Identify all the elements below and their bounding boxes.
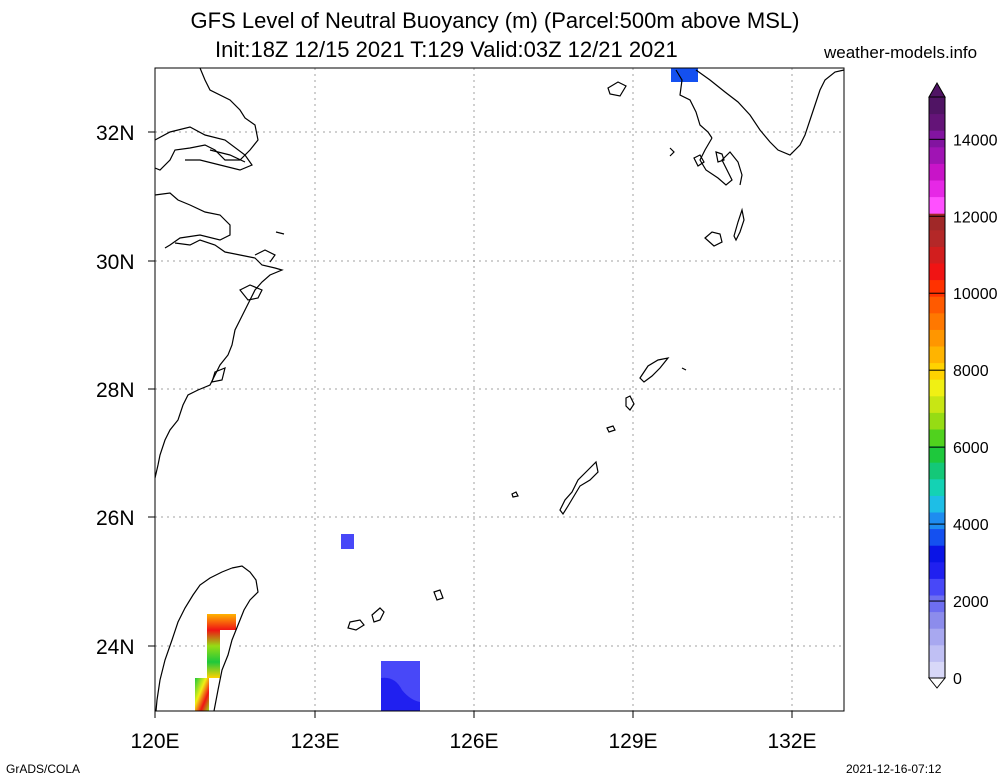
- footer-credit: GrADS/COLA: [6, 762, 81, 776]
- colorbar-segment: [929, 495, 945, 513]
- colorbar-label: 8000: [953, 363, 989, 380]
- lat-label-30n: 30N: [96, 251, 135, 274]
- colorbar-segment: [929, 113, 945, 131]
- colorbar-top-arrow: [928, 81, 946, 98]
- site-credit: weather-models.info: [824, 43, 978, 62]
- colorbar-label: 6000: [953, 440, 989, 457]
- lon-label-123e: 123E: [290, 730, 339, 753]
- colorbar-segment: [929, 362, 945, 380]
- colorbar-segment: [929, 346, 945, 364]
- lon-label-129e: 129E: [608, 730, 657, 753]
- colorbar-segment: [929, 246, 945, 264]
- colorbar-segment: [929, 130, 945, 148]
- colorbar-label: 12000: [953, 209, 998, 226]
- colorbar-segment: [929, 329, 945, 347]
- colorbar-segment: [929, 429, 945, 447]
- colorbar-segment: [929, 180, 945, 198]
- title-line-1: GFS Level of Neutral Buoyancy (m) (Parce…: [190, 8, 800, 33]
- lon-axis: 120E 123E 126E 129E 132E: [130, 711, 817, 753]
- colorbar-segment: [929, 528, 945, 546]
- colorbar-segment: [929, 196, 945, 214]
- colorbar-segment: [929, 312, 945, 330]
- colorbar-segment: [929, 644, 945, 662]
- colorbar-label: 0: [953, 671, 962, 688]
- lat-label-24n: 24N: [96, 636, 135, 659]
- colorbar-segments: [929, 97, 945, 679]
- lat-label-28n: 28N: [96, 379, 135, 402]
- lat-label-26n: 26N: [96, 507, 135, 530]
- colorbar-segment: [929, 462, 945, 480]
- colorbar-bottom-arrow: [927, 677, 947, 689]
- colorbar-segment: [929, 213, 945, 231]
- colorbar-segment: [929, 578, 945, 596]
- colorbar-segment: [929, 97, 945, 115]
- graticule: [155, 68, 844, 711]
- colorbar-label: 2000: [953, 594, 989, 611]
- footer-timestamp: 2021-12-16-07:12: [846, 762, 942, 776]
- colorbar-segment: [929, 263, 945, 281]
- colorbar-segment: [929, 561, 945, 579]
- colorbar-label: 10000: [953, 286, 998, 303]
- colorbar-segment: [929, 478, 945, 496]
- shade-cell-kyushu: [671, 68, 698, 82]
- lon-label-120e: 120E: [130, 730, 179, 753]
- colorbar-label: 14000: [953, 132, 998, 149]
- colorbar-label: 4000: [953, 517, 989, 534]
- colorbar: 0 2000 4000 6000 8000 10000 12000 14000: [927, 81, 998, 689]
- shade-cell-isolated: [341, 534, 354, 549]
- colorbar-segment: [929, 379, 945, 397]
- colorbar-segment: [929, 146, 945, 164]
- colorbar-segment: [929, 628, 945, 646]
- colorbar-segment: [929, 595, 945, 613]
- colorbar-segment: [929, 395, 945, 413]
- lon-label-126e: 126E: [449, 730, 498, 753]
- colorbar-segment: [929, 412, 945, 430]
- title-line-2: Init:18Z 12/15 2021 T:129 Valid:03Z 12/2…: [215, 37, 678, 62]
- coastlines: [154, 67, 845, 712]
- colorbar-segment: [929, 445, 945, 463]
- shade-cell-taiwan-south: [195, 678, 209, 711]
- lat-label-32n: 32N: [96, 122, 135, 145]
- lon-label-132e: 132E: [767, 730, 816, 753]
- colorbar-segment: [929, 229, 945, 247]
- lat-axis: 32N 30N 28N 26N 24N: [96, 122, 155, 659]
- colorbar-segment: [929, 611, 945, 629]
- colorbar-segment: [929, 163, 945, 181]
- map-area: [154, 67, 845, 712]
- colorbar-segment: [929, 661, 945, 679]
- colorbar-segment: [929, 545, 945, 563]
- colorbar-segment: [929, 512, 945, 530]
- colorbar-segment: [929, 296, 945, 314]
- colorbar-segment: [929, 279, 945, 297]
